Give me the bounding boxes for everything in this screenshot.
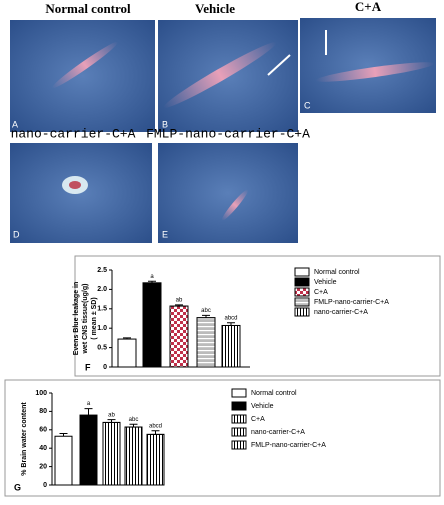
legend-swatch: [294, 277, 310, 287]
error-bar: [202, 314, 210, 318]
legend-label: Normal control: [251, 390, 297, 397]
panel-letter: A: [12, 119, 18, 129]
y-axis-label: ( mean ± SD): [91, 297, 98, 339]
y-tick-label: 80: [39, 408, 47, 415]
legend-swatch: [231, 388, 247, 398]
vessel: [69, 181, 81, 189]
annotation: ab: [108, 412, 115, 418]
vessel: [315, 62, 435, 82]
error-bar: [148, 280, 156, 283]
legend-label: Normal control: [314, 269, 360, 276]
error-bar: [129, 423, 138, 428]
legend-swatch: [231, 414, 247, 424]
annotation: a: [150, 274, 154, 280]
error-bar: [175, 304, 183, 307]
vessel: [163, 42, 277, 108]
y-axis-label: Evens Blue leakage in: [73, 282, 80, 356]
legend-label: nano-carrier-C+A: [251, 429, 305, 436]
y-tick-label: 0: [103, 364, 107, 371]
annotation: a: [87, 401, 91, 407]
panel-title: FMLP-nano-carrier-C+A: [146, 126, 310, 141]
panel-letter: F: [85, 362, 91, 372]
y-tick-label: 1.5: [97, 306, 107, 313]
error-bar: [123, 337, 131, 340]
y-tick-label: 100: [35, 390, 47, 397]
y-tick-label: 20: [39, 463, 47, 470]
panel-frame: [4, 379, 441, 497]
annotation: ab: [176, 297, 183, 303]
error-bar: [151, 430, 160, 435]
bar-pattern: [124, 426, 143, 486]
bar-pattern: [102, 421, 121, 486]
annotation: abc: [129, 417, 139, 423]
y-axis-label: % Brain water content: [21, 402, 28, 476]
annotation: abcd: [149, 423, 162, 429]
image: [10, 20, 155, 132]
arrow: [267, 54, 291, 76]
legend-swatch: [231, 427, 247, 437]
panel-letter: G: [14, 482, 21, 492]
error-bar: [59, 432, 68, 437]
bar-pattern: [221, 324, 241, 368]
bar: [142, 282, 162, 368]
annotation: abcd: [224, 315, 237, 321]
legend-swatch: [231, 440, 247, 450]
panel-letter: D: [13, 229, 20, 239]
y-tick-label: 2.5: [97, 267, 107, 274]
legend-label: Vehicle: [251, 403, 274, 410]
legend-label: FMLP-nano-carrier-C+A: [251, 442, 326, 449]
legend-label: C+A: [251, 416, 265, 423]
vessel: [52, 41, 118, 89]
legend-label: Vehicle: [314, 279, 337, 286]
y-tick-label: 2.0: [97, 286, 107, 293]
legend-swatch: [294, 267, 310, 277]
panel-letter: B: [162, 119, 168, 129]
bar: [54, 435, 73, 486]
legend-swatch: [294, 287, 310, 297]
y-tick-label: 40: [39, 445, 47, 452]
error-bar: [227, 322, 235, 326]
bar: [117, 338, 137, 368]
panel-title: Normal control: [45, 1, 131, 16]
legend-swatch: [294, 297, 310, 307]
bar: [79, 414, 98, 486]
y-tick-label: 60: [39, 427, 47, 434]
panel-title: C+A: [355, 0, 382, 14]
image: [158, 143, 298, 243]
bar-pattern: [196, 317, 216, 368]
y-tick-label: 0.5: [97, 344, 107, 351]
bar-pattern: [169, 305, 189, 368]
legend-swatch: [294, 307, 310, 317]
legend-label: nano-carrier-C+A: [314, 309, 368, 316]
panel-letter: C: [304, 100, 311, 110]
legend-label: FMLP-nano-carrier-C+A: [314, 299, 389, 306]
y-axis-label: wet CNS tissue(ug/g): [82, 283, 89, 354]
legend-swatch: [231, 401, 247, 411]
bar-pattern: [146, 433, 165, 486]
vessel: [221, 189, 249, 221]
y-tick-label: 1.0: [97, 325, 107, 332]
micrographs: [10, 18, 436, 243]
panel-title: Vehicle: [195, 1, 235, 16]
error-bar: [107, 419, 116, 423]
panel-frame: [74, 255, 441, 377]
panel-letter: E: [162, 229, 168, 239]
legend-label: C+A: [314, 289, 328, 296]
panel-title: nano-carrier-C+A: [11, 126, 136, 141]
annotation: abc: [201, 308, 211, 314]
y-tick-label: 0: [43, 482, 47, 489]
error-bar: [84, 408, 93, 416]
image: [10, 143, 152, 243]
